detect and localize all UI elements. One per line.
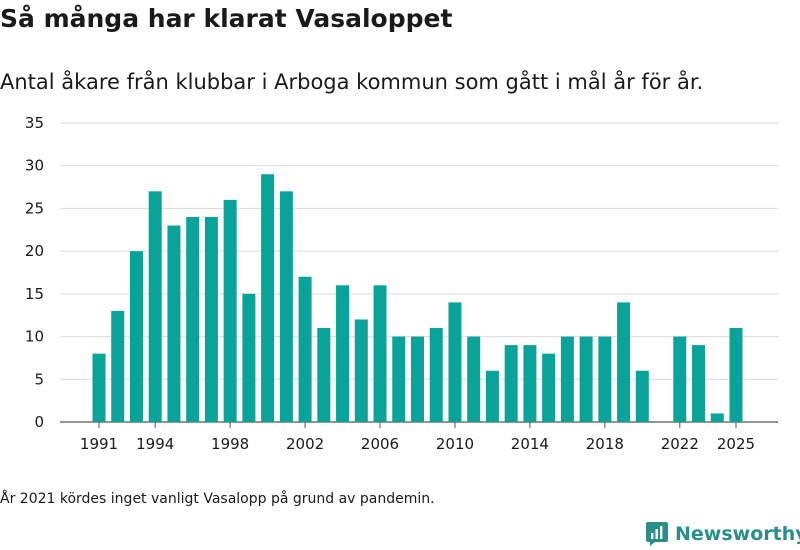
bar-1998: [223, 199, 237, 422]
chart-title: Så många har klarat Vasaloppet: [0, 4, 453, 33]
brand-logo: Newsworthy: [645, 520, 800, 548]
x-tick-label: 2010: [436, 435, 474, 453]
bar-1996: [186, 216, 200, 422]
bar-2020: [635, 370, 649, 422]
bar-2011: [467, 336, 481, 422]
bar-1997: [204, 216, 218, 422]
bar-2002: [298, 276, 312, 422]
x-tick-label: 2014: [511, 435, 549, 453]
x-tick-label: 1998: [211, 435, 249, 453]
bars: [92, 174, 743, 422]
bar-1993: [129, 251, 143, 422]
bar-2008: [410, 336, 424, 422]
bar-2003: [317, 328, 331, 422]
bar-1992: [111, 310, 125, 422]
y-axis-ticks: 0 5 10 15 20 25 30 35: [25, 114, 44, 431]
bar-2023: [692, 345, 706, 422]
bar-1995: [167, 225, 181, 422]
chart-subtitle: Antal åkare från klubbar i Arboga kommun…: [0, 70, 704, 94]
x-tick-label: 1991: [80, 435, 118, 453]
bar-2024: [710, 413, 724, 422]
bar-2019: [617, 302, 631, 422]
bar-2016: [560, 336, 574, 422]
x-tick-label: 2006: [361, 435, 399, 453]
bar-2000: [261, 174, 275, 422]
newsworthy-logo-icon: [646, 522, 668, 546]
y-tick-label: 35: [25, 114, 44, 132]
y-tick-label: 25: [25, 199, 44, 217]
y-tick-label: 30: [25, 157, 44, 175]
brand-name: Newsworthy: [675, 523, 800, 545]
bar-2013: [504, 345, 518, 422]
bar-1991: [92, 353, 106, 422]
bar-2004: [336, 285, 350, 422]
y-tick-label: 10: [25, 328, 44, 346]
y-tick-label: 0: [34, 413, 44, 431]
x-tick-label: 1994: [136, 435, 174, 453]
bar-2022: [673, 336, 687, 422]
bar-1994: [148, 191, 162, 422]
bar-2007: [392, 336, 406, 422]
bar-2006: [373, 285, 387, 422]
y-tick-label: 20: [25, 242, 44, 260]
x-tick-label: 2018: [586, 435, 624, 453]
bar-2017: [579, 336, 593, 422]
y-tick-label: 5: [34, 370, 44, 388]
bar-2010: [448, 302, 462, 422]
bar-2001: [279, 191, 293, 422]
bar-2014: [523, 345, 537, 422]
x-axis-ticks: 1991 1994 1998 2002 2006 2010 2014 2018 2022 2025: [80, 422, 755, 453]
bar-1999: [242, 293, 256, 422]
footnote: År 2021 kördes inget vanligt Vasalopp på…: [0, 491, 435, 507]
bar-2015: [542, 353, 556, 422]
x-tick-label: 2022: [661, 435, 699, 453]
x-tick-label: 2002: [286, 435, 324, 453]
x-tick-label: 2025: [717, 435, 755, 453]
bar-2018: [598, 336, 612, 422]
bar-2025: [729, 328, 743, 422]
bar-2009: [429, 328, 443, 422]
bar-2005: [354, 319, 368, 422]
bar-2012: [485, 370, 499, 422]
y-tick-label: 15: [25, 285, 44, 303]
